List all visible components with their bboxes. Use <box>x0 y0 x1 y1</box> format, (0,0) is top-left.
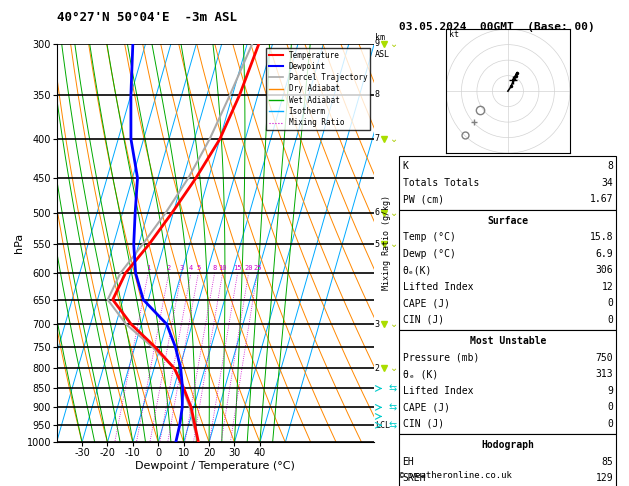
Text: 15.8: 15.8 <box>590 232 613 242</box>
Text: 12: 12 <box>601 282 613 292</box>
Text: Dewp (°C): Dewp (°C) <box>403 249 455 259</box>
Text: Lifted Index: Lifted Index <box>403 282 473 292</box>
Text: 3: 3 <box>179 265 184 271</box>
Text: ⌄: ⌄ <box>390 208 398 218</box>
Text: © weatheronline.co.uk: © weatheronline.co.uk <box>399 471 512 480</box>
Text: ⌄: ⌄ <box>390 319 398 329</box>
Text: 1.67: 1.67 <box>590 194 613 204</box>
Text: ⇆: ⇆ <box>389 402 396 413</box>
Text: Hodograph: Hodograph <box>481 440 535 450</box>
Text: Surface: Surface <box>487 216 528 226</box>
Text: Pressure (mb): Pressure (mb) <box>403 353 479 363</box>
Text: θₑ(K): θₑ(K) <box>403 265 432 275</box>
Text: 25: 25 <box>253 265 262 271</box>
Text: CIN (J): CIN (J) <box>403 419 443 429</box>
Text: θₑ (K): θₑ (K) <box>403 369 438 379</box>
Text: 313: 313 <box>596 369 613 379</box>
Text: Temp (°C): Temp (°C) <box>403 232 455 242</box>
Text: 306: 306 <box>596 265 613 275</box>
Text: 0: 0 <box>608 315 613 325</box>
Text: 10: 10 <box>218 265 227 271</box>
Text: 5: 5 <box>375 240 380 249</box>
Text: SREH: SREH <box>403 473 426 483</box>
Text: Most Unstable: Most Unstable <box>470 336 546 346</box>
Text: ASL: ASL <box>375 50 390 59</box>
Text: 7: 7 <box>375 135 380 143</box>
Text: 9: 9 <box>375 39 380 48</box>
Text: ⌄: ⌄ <box>390 364 398 373</box>
Text: 9: 9 <box>608 386 613 396</box>
Text: ⌄: ⌄ <box>390 39 398 49</box>
Text: LCL: LCL <box>375 421 390 430</box>
X-axis label: Dewpoint / Temperature (°C): Dewpoint / Temperature (°C) <box>135 461 296 470</box>
Text: 5: 5 <box>196 265 201 271</box>
Text: 750: 750 <box>596 353 613 363</box>
Y-axis label: hPa: hPa <box>14 233 24 253</box>
Text: Lifted Index: Lifted Index <box>403 386 473 396</box>
Text: 15: 15 <box>233 265 242 271</box>
Text: 3: 3 <box>375 320 380 329</box>
Text: 1: 1 <box>146 265 150 271</box>
Text: 2: 2 <box>167 265 171 271</box>
Text: 6: 6 <box>375 208 380 217</box>
Text: 34: 34 <box>601 178 613 188</box>
Text: 20: 20 <box>244 265 253 271</box>
Text: 0: 0 <box>608 298 613 308</box>
Text: 40°27'N 50°04'E  -3m ASL: 40°27'N 50°04'E -3m ASL <box>57 11 237 24</box>
Text: ⌄: ⌄ <box>390 240 398 249</box>
Text: 8: 8 <box>375 90 380 99</box>
Text: PW (cm): PW (cm) <box>403 194 443 204</box>
Text: CIN (J): CIN (J) <box>403 315 443 325</box>
Text: 6.9: 6.9 <box>596 249 613 259</box>
Text: ⌄: ⌄ <box>390 134 398 144</box>
Text: CAPE (J): CAPE (J) <box>403 402 450 412</box>
Text: Mixing Ratio (g/kg): Mixing Ratio (g/kg) <box>382 195 391 291</box>
Text: ⇆: ⇆ <box>389 383 396 394</box>
Text: km: km <box>375 33 385 42</box>
Text: K: K <box>403 161 408 171</box>
Text: 129: 129 <box>596 473 613 483</box>
Text: 8: 8 <box>213 265 217 271</box>
Text: Totals Totals: Totals Totals <box>403 178 479 188</box>
Text: kt: kt <box>449 30 459 39</box>
Text: 0: 0 <box>608 402 613 412</box>
Text: EH: EH <box>403 457 415 467</box>
Text: CAPE (J): CAPE (J) <box>403 298 450 308</box>
Text: 0: 0 <box>608 419 613 429</box>
Text: 03.05.2024  00GMT  (Base: 00): 03.05.2024 00GMT (Base: 00) <box>399 22 595 32</box>
Text: 2: 2 <box>375 364 380 373</box>
Legend: Temperature, Dewpoint, Parcel Trajectory, Dry Adiabat, Wet Adiabat, Isotherm, Mi: Temperature, Dewpoint, Parcel Trajectory… <box>266 48 370 130</box>
Text: 85: 85 <box>601 457 613 467</box>
Text: 8: 8 <box>608 161 613 171</box>
Text: ⇆: ⇆ <box>389 420 396 430</box>
Text: 4: 4 <box>189 265 193 271</box>
